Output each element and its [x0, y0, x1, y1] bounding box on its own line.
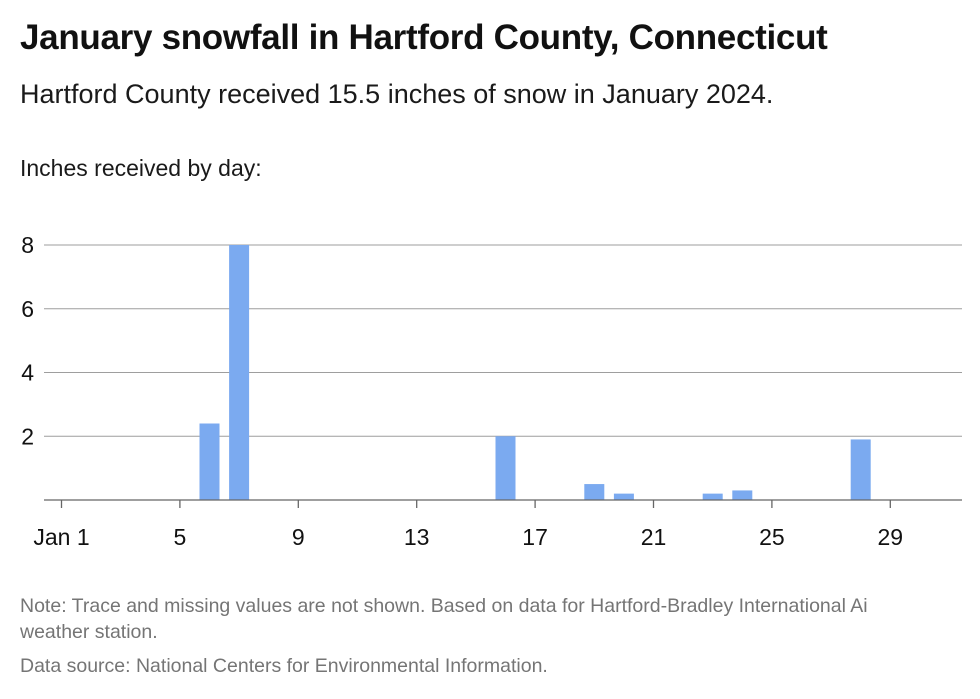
bar-day-20 — [613, 493, 634, 500]
x-tick-label: Jan 1 — [33, 524, 89, 550]
footnote: Note: Trace and missing values are not s… — [20, 595, 868, 643]
bar-day-19 — [584, 484, 605, 500]
bar-day-7 — [229, 245, 250, 500]
y-tick-label: 8 — [21, 232, 34, 258]
snowfall-bar-chart: 2 4 6 8 Jan 1 5 9 13 17 21 25 29 — [21, 232, 962, 550]
bar-day-23 — [702, 493, 723, 500]
y-tick-label: 4 — [21, 360, 34, 386]
chart-title: January snowfall in Hartford County, Con… — [20, 18, 828, 57]
data-source: Data source: National Centers for Enviro… — [20, 655, 548, 677]
bar-day-6 — [199, 423, 220, 500]
bar-day-16 — [495, 436, 516, 500]
x-tick-label: 25 — [759, 524, 785, 550]
chart-subtitle: Hartford County received 15.5 inches of … — [20, 79, 774, 109]
y-tick-label: 2 — [21, 423, 34, 449]
bar-day-28 — [850, 439, 871, 500]
x-tick-label: 17 — [522, 524, 548, 550]
x-tick-label: 9 — [292, 524, 305, 550]
bar-day-24 — [732, 490, 753, 500]
y-axis-label: Inches received by day: — [20, 155, 262, 181]
x-tick-label: 21 — [641, 524, 667, 550]
x-tick-label: 13 — [404, 524, 430, 550]
y-tick-label: 6 — [21, 296, 34, 322]
x-tick-label: 5 — [174, 524, 187, 550]
x-tick-label: 29 — [878, 524, 904, 550]
